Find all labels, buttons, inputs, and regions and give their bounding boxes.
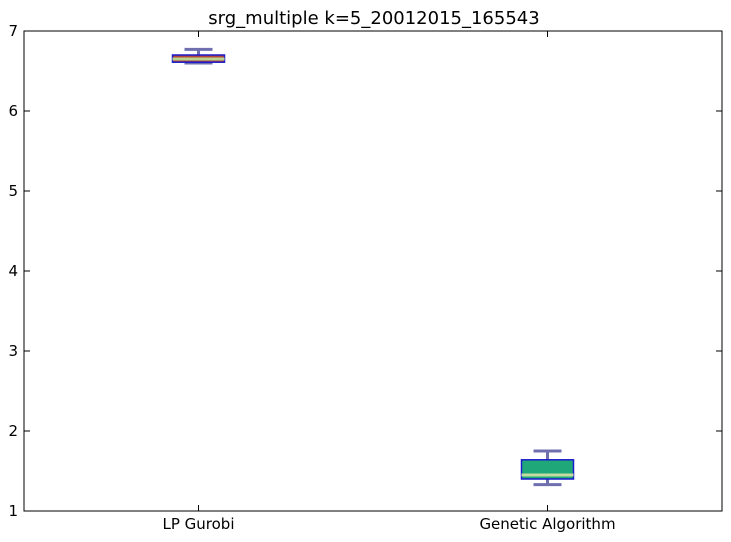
y-tick-label: 7 <box>8 22 18 40</box>
y-tick-label: 1 <box>8 502 18 520</box>
y-tick-label: 6 <box>8 102 18 120</box>
y-tick-label: 5 <box>8 182 18 200</box>
plot-frame <box>23 30 723 512</box>
y-tick-label: 4 <box>8 262 18 280</box>
x-tick-label: LP Gurobi <box>162 515 234 533</box>
y-tick-label: 3 <box>8 342 18 360</box>
plot-area: 1 2 3 4 5 6 7 LP Gurobi Genetic Algorithm <box>8 22 723 533</box>
chart-title: srg_multiple k=5_20012015_165543 <box>208 8 539 29</box>
x-tick-label: Genetic Algorithm <box>479 515 615 533</box>
y-tick-label: 2 <box>8 422 18 440</box>
